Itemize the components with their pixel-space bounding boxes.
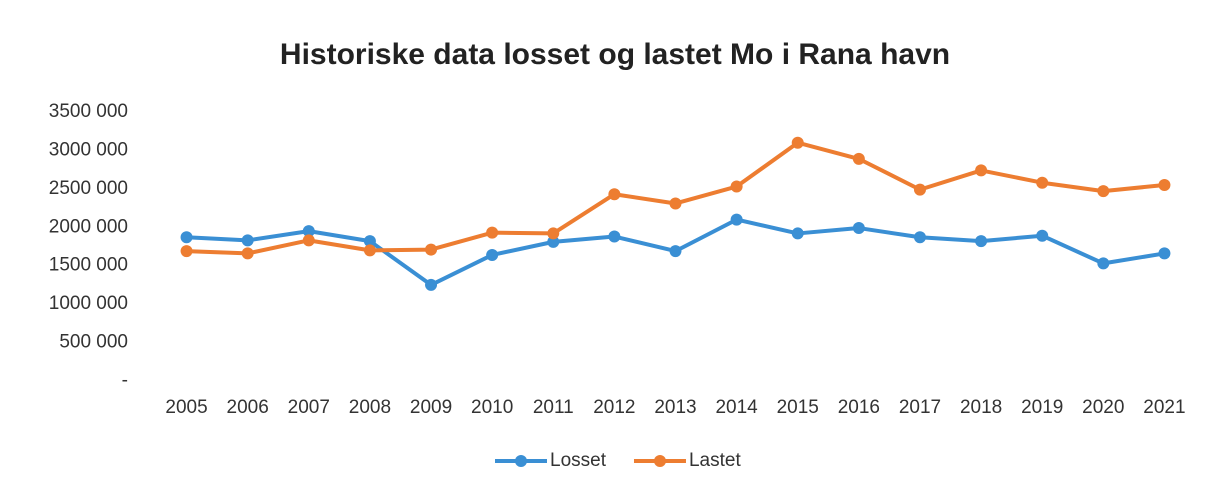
data-point [852,152,865,165]
data-point [608,230,621,243]
x-tick-label: 2007 [288,397,330,418]
data-point [669,245,682,258]
data-point [1158,179,1171,192]
data-point [730,180,743,193]
data-point [1036,176,1049,189]
y-tick-label: 1500 000 [49,255,128,276]
x-tick-label: 2008 [349,397,391,418]
x-tick-label: 2018 [960,397,1002,418]
data-point [302,225,315,238]
legend-marker [653,455,666,467]
data-point [730,213,743,226]
data-point [913,231,926,244]
data-point [547,227,560,240]
data-point [975,235,988,248]
x-tick-label: 2013 [654,397,696,418]
data-point [913,183,926,196]
data-point [180,245,193,258]
x-tick-label: 2019 [1021,397,1063,418]
x-tick-label: 2011 [533,397,574,418]
x-tick-label: 2010 [471,397,513,418]
data-point [363,235,376,248]
x-tick-label: 2012 [593,397,635,418]
chart-title: Historiske data losset og lastet Mo i Ra… [280,38,950,71]
x-tick-label: 2005 [165,397,207,418]
y-tick-label: 3000 000 [49,139,128,160]
data-point [669,197,682,210]
data-point [180,231,193,244]
y-tick-label: 2500 000 [49,178,128,199]
y-tick-label: 3500 000 [49,101,128,122]
data-point [1097,185,1110,198]
data-point [852,222,865,235]
x-tick-label: 2014 [715,397,758,418]
data-point [302,234,315,247]
data-point [547,235,560,248]
data-point [608,188,621,201]
legend-label: Losset [550,450,607,471]
x-tick-label: 2017 [899,397,941,418]
x-tick-label: 2020 [1082,397,1124,418]
data-point [1158,247,1171,260]
x-tick-label: 2016 [838,397,880,418]
data-point [791,227,804,240]
data-point [241,247,254,260]
data-point [363,244,376,257]
data-point [241,234,254,247]
data-point [486,226,499,239]
data-point [1097,257,1110,270]
x-tick-label: 2021 [1143,397,1185,418]
y-tick-label: 500 000 [59,332,128,353]
data-point [1036,229,1049,242]
data-point [425,278,438,291]
x-tick-label: 2015 [777,397,819,418]
x-tick-label: 2006 [227,397,269,418]
data-point [425,243,438,256]
data-point [791,136,804,149]
y-tick-label: - [122,370,128,391]
y-tick-label: 2000 000 [49,216,128,237]
x-tick-label: 2009 [410,397,452,418]
legend-label: Lastet [689,450,741,471]
data-point [975,164,988,177]
legend-marker [515,455,527,467]
y-tick-label: 1000 000 [49,293,128,314]
data-point [486,248,499,261]
